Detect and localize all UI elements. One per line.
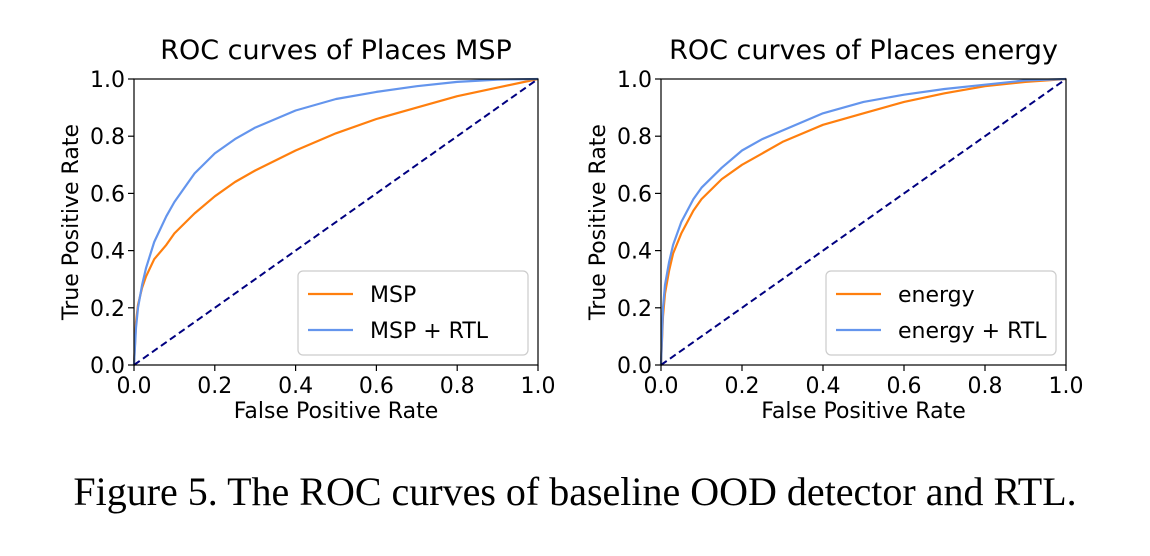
y-tick-label: 0.4 bbox=[617, 240, 652, 265]
y-tick-label: 0.8 bbox=[617, 125, 652, 150]
y-tick-label: 0.0 bbox=[617, 354, 652, 379]
legend-label: energy bbox=[898, 283, 975, 308]
x-tick-label: 0.8 bbox=[440, 374, 475, 399]
plot-frame bbox=[660, 78, 1067, 366]
y-tick-label: 0.8 bbox=[90, 125, 125, 150]
chart-title: ROC curves of Places MSP bbox=[160, 35, 512, 66]
plot-frame bbox=[133, 78, 539, 366]
series-line-1 bbox=[659, 77, 1067, 366]
y-tick-label: 1.0 bbox=[90, 68, 125, 93]
chance-diagonal-line bbox=[133, 78, 539, 366]
x-tick-label: 1.0 bbox=[521, 374, 556, 399]
chance-diagonal-line bbox=[660, 78, 1067, 366]
legend-box bbox=[825, 270, 1057, 356]
y-tick-label: 0.2 bbox=[617, 297, 652, 322]
legend: MSP MSP + RTL bbox=[297, 270, 529, 356]
y-tick-label: 0.2 bbox=[90, 297, 125, 322]
series-line-2 bbox=[659, 77, 1067, 366]
chart-1: ROC curves of Places MSP 0.0 0.2 0.4 0.6 0.8 1… bbox=[59, 35, 556, 424]
x-tick-label: 0.6 bbox=[887, 374, 922, 399]
x-tick-label: 0.0 bbox=[117, 374, 152, 399]
y-tick-label: 0.0 bbox=[90, 354, 125, 379]
x-tick-label: 0.8 bbox=[968, 374, 1003, 399]
series-line-2 bbox=[132, 77, 539, 366]
legend-box bbox=[297, 270, 529, 356]
y-tick-label: 0.4 bbox=[90, 240, 125, 265]
x-tick-label: 0.4 bbox=[806, 374, 841, 399]
legend-label: MSP + RTL bbox=[370, 319, 489, 344]
y-tick-label: 0.6 bbox=[617, 182, 652, 207]
legend: energy energy + RTL bbox=[825, 270, 1057, 356]
chart-title: ROC curves of Places energy bbox=[669, 35, 1058, 66]
x-tick-label: 0.0 bbox=[644, 374, 679, 399]
x-tick-label: 0.4 bbox=[278, 374, 313, 399]
x-axis-label: False Positive Rate bbox=[761, 399, 965, 424]
chart-2: ROC curves of Places energy 0.0 0.2 0.4 0.6 0… bbox=[586, 35, 1084, 424]
y-tick-label: 0.6 bbox=[90, 182, 125, 207]
x-tick-label: 0.2 bbox=[725, 374, 760, 399]
y-axis-label: True Positive Rate bbox=[59, 124, 84, 321]
x-tick-label: 0.6 bbox=[359, 374, 394, 399]
y-axis-label: True Positive Rate bbox=[586, 124, 611, 321]
legend-label: energy + RTL bbox=[898, 319, 1047, 344]
x-tick-label: 1.0 bbox=[1049, 374, 1084, 399]
x-tick-label: 0.2 bbox=[197, 374, 232, 399]
y-tick-label: 1.0 bbox=[617, 68, 652, 93]
legend-label: MSP bbox=[370, 283, 416, 308]
figure-caption: Figure 5. The ROC curves of baseline OOD… bbox=[73, 469, 1077, 514]
x-axis-label: False Positive Rate bbox=[234, 399, 438, 424]
